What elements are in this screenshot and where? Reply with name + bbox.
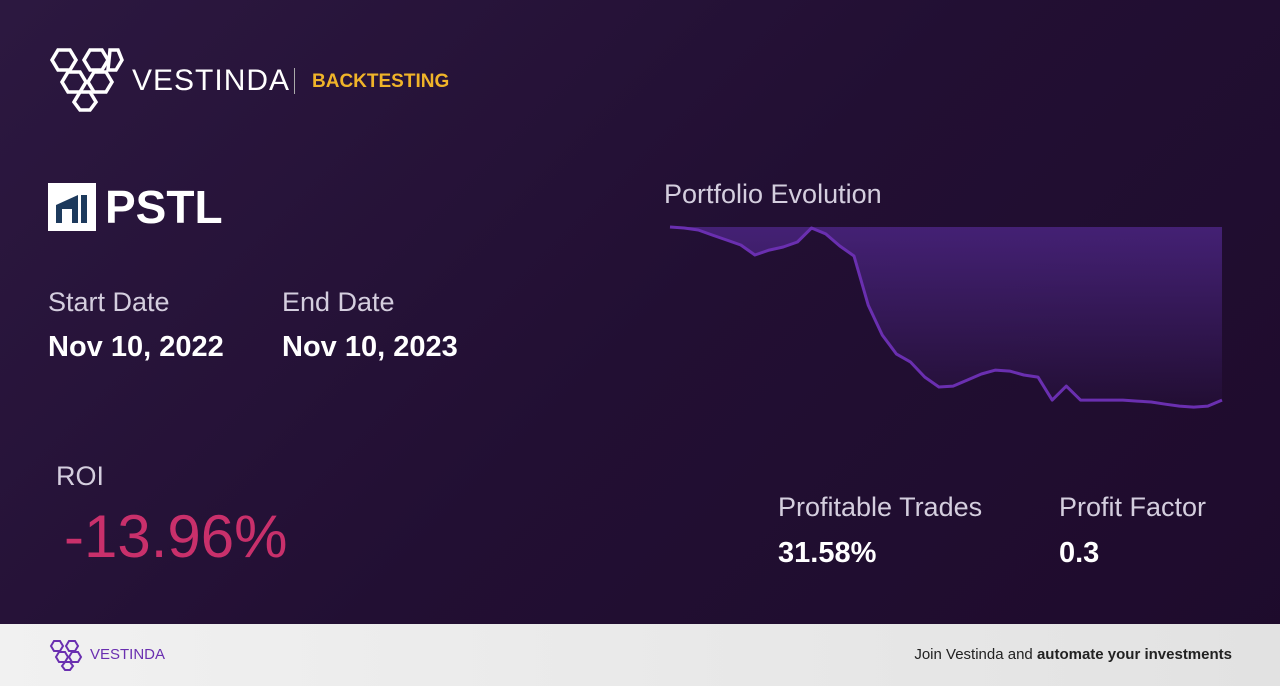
brand: VESTINDA xyxy=(132,64,291,97)
footer: VESTINDA Join Vestinda and automate your… xyxy=(0,624,1280,686)
footer-bold: automate your investments xyxy=(1036,646,1232,663)
pf-value: 0.3 xyxy=(1059,537,1100,569)
area-fill xyxy=(670,227,1222,408)
start-value: Nov 10, 2022 xyxy=(48,331,224,363)
ticker-logo xyxy=(48,183,96,231)
roi-value: -13.96% xyxy=(64,503,288,570)
roi-label: ROI xyxy=(56,461,105,491)
divider xyxy=(294,68,295,94)
footer-logo-icon xyxy=(49,640,83,671)
chart-title: Portfolio Evolution xyxy=(664,179,882,209)
chart xyxy=(669,225,1223,409)
start-label: Start Date xyxy=(48,287,170,317)
trades-value: 31.58% xyxy=(778,537,877,569)
pf-label: Profit Factor xyxy=(1059,492,1207,522)
line xyxy=(669,225,1223,409)
logo-icon xyxy=(49,48,124,112)
section: BACKTESTING xyxy=(312,71,450,92)
footer-text: Join Vestinda and xyxy=(914,646,1033,663)
end-value: Nov 10, 2023 xyxy=(282,331,458,363)
footer-brand: VESTINDA xyxy=(90,646,166,663)
end-label: End Date xyxy=(282,287,395,317)
footer-cta: Join Vestinda and automate your investme… xyxy=(914,646,1232,663)
ticker: PSTL xyxy=(105,181,223,233)
trades-label: Profitable Trades xyxy=(778,492,983,522)
